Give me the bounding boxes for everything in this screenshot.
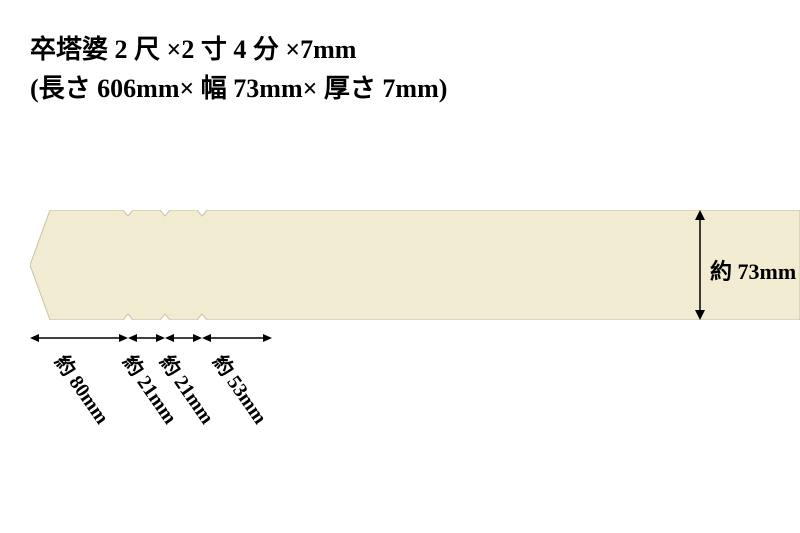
segment-arrow	[30, 330, 128, 346]
segment-label: 約 53mm	[207, 348, 276, 429]
segment-arrow	[128, 330, 165, 346]
title-line-1: 卒塔婆 2 尺 ×2 寸 4 分 ×7mm	[30, 30, 447, 69]
title-block: 卒塔婆 2 尺 ×2 寸 4 分 ×7mm (長さ 606mm× 幅 73mm×…	[30, 30, 447, 108]
width-dimension-arrow	[690, 210, 710, 320]
diagram: 約 73mm 約 80mm 約 21mm 約 21mm 約 53mm	[0, 200, 800, 490]
segment-arrow	[165, 330, 202, 346]
width-dimension-label: 約 73mm	[710, 254, 796, 286]
segment-arrow	[202, 330, 272, 346]
sotoba-plank	[30, 210, 800, 320]
title-line-2: (長さ 606mm× 幅 73mm× 厚さ 7mm)	[30, 69, 447, 108]
segment-label: 約 80mm	[49, 348, 118, 429]
